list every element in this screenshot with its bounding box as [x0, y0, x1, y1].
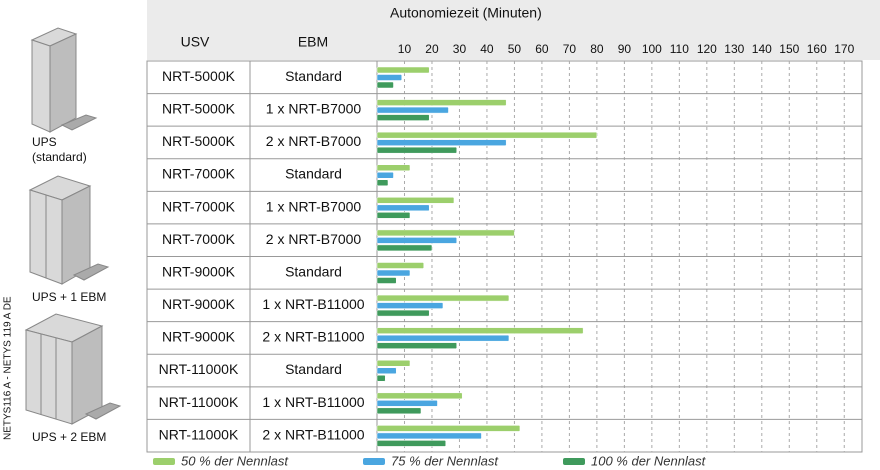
cell: NRT-11000K: [159, 394, 239, 410]
x-tick-label: 50: [508, 42, 522, 56]
doc-id: NETYS116 A - NETYS 119 A DE: [3, 296, 14, 440]
cell: NRT-9000K: [162, 296, 236, 312]
column-header: USV: [181, 34, 210, 50]
x-tick-label: 80: [590, 42, 604, 56]
bar: [377, 310, 429, 316]
bar: [377, 295, 509, 301]
x-tick-label: 20: [425, 42, 439, 56]
bar: [377, 440, 446, 446]
legend-swatch: [563, 458, 585, 465]
cell: NRT-5000K: [162, 133, 236, 149]
cell: NRT-11000K: [159, 426, 239, 442]
bar: [377, 147, 457, 153]
cell: NRT-11000K: [159, 361, 239, 377]
bar: [377, 433, 481, 439]
side-label: UPS: [32, 135, 57, 149]
column-header: EBM: [298, 34, 328, 50]
x-tick-label: 100: [642, 42, 662, 56]
x-tick-label: 170: [834, 42, 854, 56]
legend-label: 50 % der Nennlast: [181, 453, 289, 468]
cell: 2 x NRT-B11000: [262, 329, 364, 345]
ups-icon: [30, 176, 108, 284]
cell: NRT-5000K: [162, 101, 236, 117]
bar: [377, 303, 443, 309]
ups-icon: [32, 28, 96, 132]
bar: [377, 197, 454, 203]
x-tick-label: 110: [670, 42, 689, 56]
cell: 1 x NRT-B7000: [266, 101, 362, 117]
bar: [377, 237, 457, 243]
cell: 2 x NRT-B7000: [266, 133, 362, 149]
bar: [377, 343, 457, 349]
legend-swatch: [153, 458, 175, 465]
bar: [377, 100, 506, 106]
bar: [377, 408, 421, 414]
cell: NRT-7000K: [162, 198, 236, 214]
cell: 2 x NRT-B11000: [262, 426, 364, 442]
ups-icon: [26, 314, 120, 424]
bar: [377, 140, 506, 146]
x-tick-label: 90: [618, 42, 632, 56]
legend-label: 100 % der Nennlast: [591, 453, 707, 468]
bar: [377, 375, 385, 381]
cell: 2 x NRT-B7000: [266, 231, 362, 247]
cell: 1 x NRT-B7000: [266, 198, 362, 214]
x-tick-label: 10: [398, 42, 412, 56]
legend-swatch: [363, 458, 385, 465]
legend-label: 75 % der Nennlast: [391, 453, 499, 468]
cell: Standard: [285, 263, 342, 279]
bar: [377, 393, 462, 399]
bar: [377, 67, 429, 73]
cell: 1 x NRT-B11000: [262, 296, 364, 312]
cell: NRT-9000K: [162, 329, 236, 345]
bar: [377, 180, 388, 186]
bar: [377, 425, 520, 431]
bar: [377, 335, 509, 341]
bar: [377, 165, 410, 171]
cell: Standard: [285, 68, 342, 84]
cell: Standard: [285, 166, 342, 182]
cell: NRT-5000K: [162, 68, 236, 84]
bar: [377, 368, 396, 374]
bar: [377, 107, 448, 113]
x-tick-label: 70: [563, 42, 577, 56]
bar: [377, 75, 402, 81]
x-tick-label: 120: [697, 42, 717, 56]
side-label: UPS + 1 EBM: [32, 290, 106, 304]
bar: [377, 132, 597, 138]
bar: [377, 360, 410, 366]
axis-title: Autonomiezeit (Minuten): [390, 5, 542, 21]
cell: Standard: [285, 361, 342, 377]
bar: [377, 115, 429, 121]
bar: [377, 172, 393, 178]
cell: 1 x NRT-B11000: [262, 394, 364, 410]
cell: NRT-7000K: [162, 166, 236, 182]
cell: NRT-7000K: [162, 231, 236, 247]
x-tick-label: 40: [480, 42, 494, 56]
x-tick-label: 140: [752, 42, 772, 56]
bar: [377, 400, 437, 406]
x-tick-label: 30: [453, 42, 467, 56]
bar: [377, 82, 393, 88]
x-tick-label: 130: [724, 42, 744, 56]
x-tick-label: 150: [779, 42, 799, 56]
cell: NRT-9000K: [162, 263, 236, 279]
bar: [377, 278, 396, 284]
bar: [377, 245, 432, 251]
bar: [377, 212, 410, 218]
side-label: UPS + 2 EBM: [32, 430, 106, 444]
bar: [377, 230, 514, 236]
bar: [377, 328, 583, 334]
bar: [377, 270, 410, 276]
chart: UPS (standard) UPS + 1 EBM UPS + 2 EBM N…: [0, 0, 880, 470]
x-tick-label: 160: [807, 42, 827, 56]
bar: [377, 205, 429, 211]
x-tick-label: 60: [535, 42, 549, 56]
side-label: (standard): [32, 150, 87, 164]
bar: [377, 263, 424, 269]
